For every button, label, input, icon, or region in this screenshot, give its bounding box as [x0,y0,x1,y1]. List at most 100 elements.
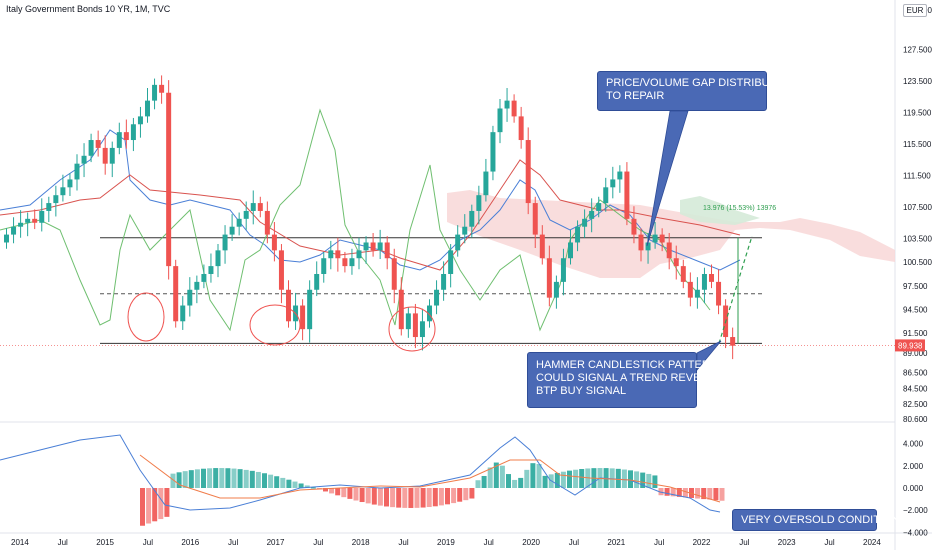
macd-histogram-bar [219,468,225,488]
candle-body [370,242,376,251]
macd-histogram-bar [713,488,719,501]
macd-histogram-bar [292,481,298,488]
candle-body [300,305,306,330]
candle-body [88,140,94,156]
candle-body [476,195,482,211]
macd-histogram-bar [164,488,170,517]
macd-axis-tick: −2.000 [903,506,928,515]
price-axis-tick: 91.500 [903,329,928,338]
time-axis-tick: Jul [654,538,664,547]
time-axis-tick: 2015 [96,538,114,547]
macd-histogram-bar [634,471,640,488]
macd-histogram-bar [207,468,213,488]
macd-histogram-bar [176,472,182,488]
candle-body [39,210,45,223]
currency-badge[interactable]: EUR [903,4,927,17]
candle-body [645,242,651,251]
macd-histogram-bar [701,488,707,500]
low-circle [388,306,436,352]
macd-histogram-bar [304,485,310,488]
macd-histogram-bar [560,471,566,488]
candle-body [504,100,510,109]
candle-body [342,258,348,267]
macd-histogram-bar [243,469,249,488]
candle-body [687,281,693,298]
candle-body [419,321,425,338]
candle-body [257,203,263,211]
macd-histogram-bar [414,488,420,508]
macd-histogram-bar [298,483,304,488]
low-circle [127,292,165,342]
candle-body [11,226,17,235]
macd-histogram-bar [615,468,621,488]
macd-histogram-bar [481,475,487,488]
candle-body [624,171,630,219]
candle-body [243,210,249,219]
macd-histogram-bar [640,472,646,488]
candle-body [575,226,581,243]
macd-histogram-bar [255,471,261,488]
candle-body [32,218,38,223]
price-axis-tick: 100.500 [903,258,932,267]
macd-histogram-bar [695,488,701,499]
macd-histogram-bar [310,487,316,489]
candle-body [215,250,221,267]
macd-histogram-bar [579,469,585,488]
candle-body [377,242,383,251]
candle-body [229,226,235,235]
candle-body [462,226,468,235]
candle-body [638,234,644,251]
candle-body [321,258,327,274]
macd-signal-line [139,454,721,503]
candle-body [701,273,707,290]
macd-axis-tick: −4.000 [903,528,928,537]
candle-body [631,218,637,235]
macd-histogram-bar [347,488,353,499]
candle-body [511,100,517,117]
price-axis-tick: 80.600 [903,415,928,424]
candle-body [137,116,143,125]
macd-histogram-bar [426,488,432,508]
macd-histogram-bar [377,488,383,506]
candle-body [363,242,369,251]
time-axis-tick: 2016 [181,538,199,547]
candle-body [314,273,320,290]
candle-body [427,305,432,322]
callout-gap-distribution: PRICE/VOLUME GAP DISTRIBUTION TO REPAIR [597,71,796,111]
lagging-span-line [0,108,711,332]
projection-line [718,235,753,344]
price-axis-tick: 94.500 [903,305,928,314]
candle-body [709,273,714,282]
macd-histogram-bar [554,472,560,488]
candle-body [152,84,158,101]
time-axis-tick: 2021 [607,538,625,547]
macd-histogram-bar [201,468,206,488]
time-axis-tick: Jul [228,538,238,547]
macd-histogram-bar [621,469,627,488]
candle-body [194,281,200,290]
candle-body [469,210,475,227]
callout-gap-pointer [646,110,689,247]
candle-body [74,163,80,180]
macd-histogram-bar [323,488,328,492]
macd-histogram-bar [646,473,652,488]
macd-histogram-bar [213,468,219,488]
macd-histogram-bar [524,469,530,488]
candle-body [666,242,672,259]
macd-histogram-bar [682,488,688,498]
price-axis-tick: 123.500 [903,77,932,86]
macd-histogram-bar [329,488,335,494]
last-price-label: 89.938 [898,341,923,350]
candle-body [187,289,193,306]
macd-histogram-bar [335,488,341,496]
price-axis-tick: 84.500 [903,384,928,393]
candle-body [46,203,52,211]
macd-histogram-bar [493,462,499,488]
candle-body [81,155,87,164]
candle-body [412,313,418,338]
candle-body [497,108,503,133]
macd-histogram-bar [438,488,444,506]
candle-body [483,171,489,196]
macd-histogram-bar [280,477,286,488]
